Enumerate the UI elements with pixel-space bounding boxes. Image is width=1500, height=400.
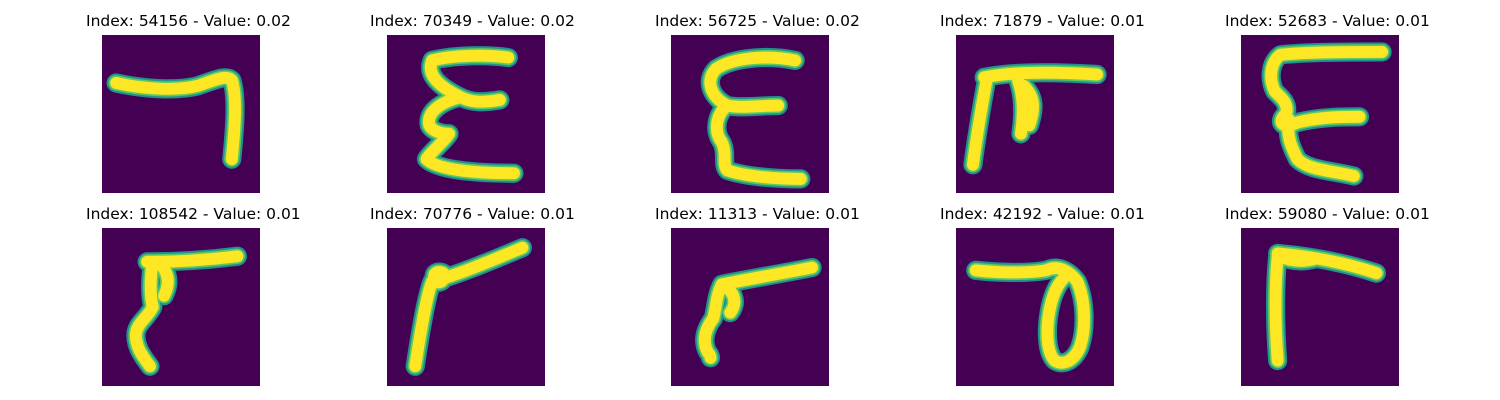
glyph-image [1241,228,1399,386]
glyph-stroke [1265,46,1388,182]
panel: Index: 70776 - Value: 0.01 [370,205,575,395]
glyph-image [1241,35,1399,193]
glyph-image [956,35,1114,193]
glyph-stroke [1269,247,1383,367]
panel-title: Index: 70776 - Value: 0.01 [370,205,575,223]
glyph-stroke [129,250,244,373]
glyph-hook-seven [102,35,260,193]
glyph-gamma-low [671,228,829,386]
panel-title: Index: 59080 - Value: 0.01 [1225,205,1430,223]
glyph-image [102,35,260,193]
panel-title: Index: 71879 - Value: 0.01 [940,12,1145,30]
panel: Index: 70349 - Value: 0.02 [370,12,575,202]
panel-title: Index: 56725 - Value: 0.02 [655,12,860,30]
glyph-stroke [420,49,520,180]
glyph-image [671,228,829,386]
panel: Index: 108542 - Value: 0.01 [86,205,301,395]
glyph-image [387,35,545,193]
panel: Index: 71879 - Value: 0.01 [940,12,1145,202]
panel-title: Index: 108542 - Value: 0.01 [86,205,301,223]
panel: Index: 42192 - Value: 0.01 [940,205,1145,395]
glyph-epsilon-thin [1241,35,1399,193]
glyph-gamma-slant [387,228,545,386]
glyph-image [956,228,1114,386]
panel: Index: 54156 - Value: 0.02 [86,12,291,202]
glyph-gamma-thick [102,228,260,386]
glyph-stroke [969,262,1090,369]
glyph-pi-bar [956,35,1114,193]
glyph-image [671,35,829,193]
glyph-stroke [110,71,241,166]
glyph-gamma-upright [1241,228,1399,386]
panel: Index: 59080 - Value: 0.01 [1225,205,1430,395]
panel-title: Index: 70349 - Value: 0.02 [370,12,575,30]
glyph-image [102,228,260,386]
glyph-loop-d [956,228,1114,386]
panel: Index: 11313 - Value: 0.01 [655,205,860,395]
glyph-epsilon-tall [387,35,545,193]
glyph-stroke [704,51,807,185]
panel-title: Index: 42192 - Value: 0.01 [940,205,1145,223]
glyph-image [387,228,545,386]
panel-title: Index: 54156 - Value: 0.02 [86,12,291,30]
glyph-stroke [967,66,1103,171]
glyph-stroke [698,261,818,364]
panel: Index: 56725 - Value: 0.02 [655,12,860,202]
glyph-stroke [409,241,529,373]
panel-title: Index: 11313 - Value: 0.01 [655,205,860,223]
panel-title: Index: 52683 - Value: 0.01 [1225,12,1430,30]
glyph-epsilon-round [671,35,829,193]
panel: Index: 52683 - Value: 0.01 [1225,12,1430,202]
